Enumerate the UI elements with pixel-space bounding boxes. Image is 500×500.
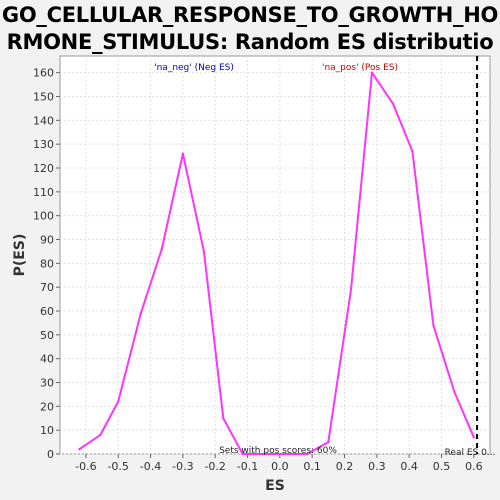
data-point [262,452,265,456]
y-tick-label: 150 [33,91,54,104]
data-point [306,452,309,456]
x-tick-label: 0.4 [400,460,418,473]
data-point [116,400,120,403]
y-tick-label: 50 [40,329,54,342]
y-tick-label: 80 [40,257,54,270]
x-tick-label: -0.6 [75,460,96,473]
y-tick-label: 0 [47,448,54,461]
y-tick-label: 60 [40,305,54,318]
data-point [202,250,206,253]
y-tick-label: 70 [40,281,54,294]
data-point [139,312,143,315]
x-tick-label: 0.3 [368,460,386,473]
plot-area [59,55,491,455]
x-tick-label: -0.2 [204,460,225,473]
x-tick-label: -0.4 [140,460,161,473]
x-axis-title: ES [265,478,285,494]
data-point [78,448,81,451]
x-tick-label: 0.5 [433,460,451,473]
data-point [411,150,414,153]
x-tick-label: 0.0 [271,460,289,473]
data-point [370,71,374,74]
y-axis-title: P(ES) [12,234,28,277]
y-tick-label: 130 [33,138,54,151]
es-distribution-line [78,71,475,455]
x-tick-label: 0.2 [336,460,354,473]
y-tick-label: 110 [33,186,54,199]
y-tick-label: 30 [40,377,54,390]
data-point [222,417,225,420]
neg-es-label: 'na_neg' (Neg ES) [154,63,234,73]
data-point [160,247,164,251]
x-tick-label: 0.6 [465,460,483,473]
x-tick-label: -0.1 [237,460,258,473]
data-point [241,452,244,456]
real-es-label: Real ES 0... [445,448,496,458]
x-tick-label: 0.1 [303,460,321,473]
data-point [281,452,285,456]
data-point [181,152,185,155]
y-tick-label: 10 [40,424,54,437]
annot-layer: 'na_neg' (Neg ES) 'na_pos' (Pos ES) Sets… [154,56,495,458]
pos-scores-label: Sets with pos scores: 60% [219,446,337,456]
chart-title: GO_CELLULAR_RESPONSE_TO_GROWTH_HORMONE_S… [1,3,499,81]
y-tick-label: 100 [33,210,54,223]
y-tick-label: 140 [33,114,54,127]
y-tick-label: 20 [40,400,54,413]
data-point [349,288,353,291]
data-point [99,433,102,437]
y-tick-label: 160 [33,67,54,80]
x-tick-label: -0.3 [172,460,193,473]
y-tick-label: 120 [33,162,54,175]
data-point [391,102,395,105]
y-tick-label: 90 [40,234,54,247]
pos-es-label: 'na_pos' (Pos ES) [322,63,398,73]
series-layer [78,71,476,456]
x-tick-label: -0.5 [107,460,128,473]
data-point [453,390,456,394]
data-point [327,440,330,444]
y-tick-label: 40 [40,353,54,366]
axis-layer: 0 10 20 30 40 50 60 70 80 90 100 110 120 130 140 150 160… [33,67,483,473]
data-point [432,324,435,327]
data-point [472,436,476,439]
